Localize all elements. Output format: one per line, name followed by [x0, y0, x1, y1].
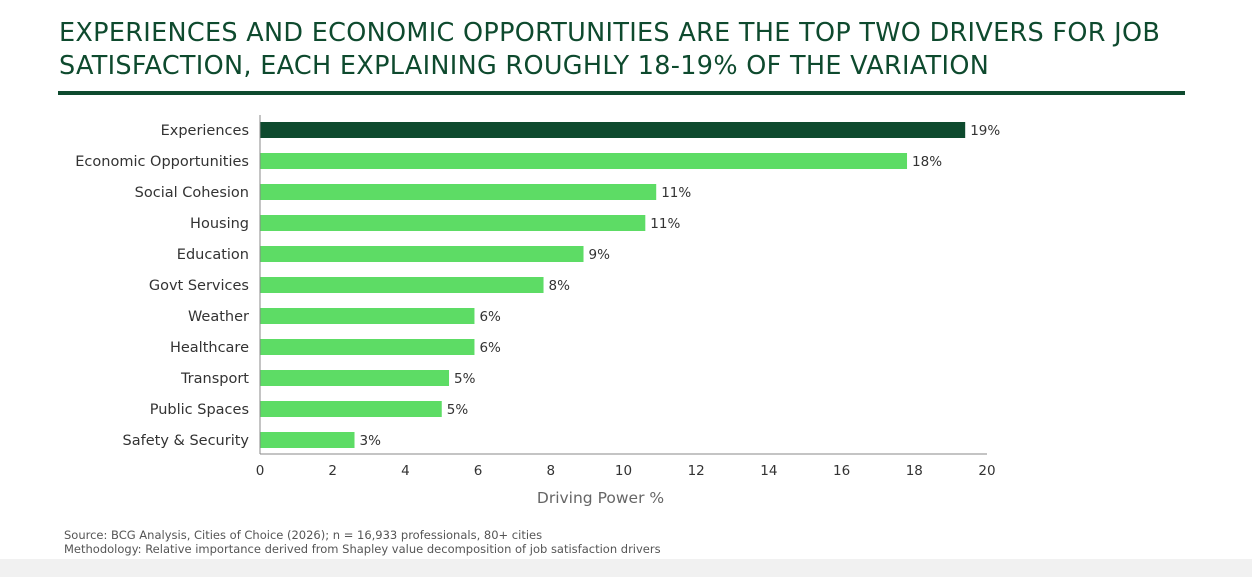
x-tick-label: 14	[760, 463, 777, 479]
bar	[260, 122, 966, 138]
x-tick-label: 6	[474, 463, 483, 479]
data-label: 11%	[650, 216, 680, 232]
data-label: 3%	[360, 433, 382, 449]
x-tick-label: 8	[547, 463, 556, 479]
bar	[260, 277, 544, 293]
bar	[260, 339, 475, 355]
category-label: Public Spaces	[150, 402, 249, 418]
bar	[260, 184, 657, 200]
x-tick-label: 12	[688, 463, 705, 479]
category-label: Transport	[180, 371, 249, 387]
source-note: Source: BCG Analysis, Cities of Choice (…	[64, 528, 543, 542]
data-label: 5%	[447, 402, 469, 418]
category-label: Safety & Security	[123, 433, 250, 449]
chart-title: EXPERIENCES AND ECONOMIC OPPORTUNITIES A…	[59, 18, 1161, 81]
category-label: Education	[177, 247, 249, 263]
category-label: Social Cohesion	[135, 185, 249, 201]
bar	[260, 308, 475, 324]
data-label: 6%	[479, 309, 501, 325]
bottom-band	[0, 559, 1252, 577]
bar	[260, 370, 450, 386]
x-tick-label: 10	[615, 463, 632, 479]
bar	[260, 246, 584, 262]
data-label: 5%	[454, 371, 476, 387]
category-label: Weather	[188, 309, 249, 325]
x-axis-title: Driving Power %	[537, 489, 664, 507]
category-label: Experiences	[161, 123, 249, 139]
category-label: Healthcare	[170, 340, 249, 356]
data-label: 8%	[549, 278, 571, 294]
category-label: Housing	[190, 216, 249, 232]
x-tick-label: 4	[401, 463, 410, 479]
title-divider	[58, 91, 1185, 95]
bar	[260, 153, 908, 169]
x-tick-label: 18	[906, 463, 923, 479]
data-label: 18%	[912, 154, 942, 170]
bar	[260, 401, 442, 417]
category-label: Economic Opportunities	[75, 154, 249, 170]
bar-chart: Experiences 19% Economic Opportunities 18% S…	[75, 115, 1000, 507]
data-label: 6%	[479, 340, 501, 356]
data-label: 11%	[661, 185, 691, 201]
bar	[260, 215, 646, 231]
x-tick-label: 20	[978, 463, 995, 479]
category-label: Govt Services	[149, 278, 249, 294]
data-label: 19%	[970, 123, 1000, 139]
bar	[260, 432, 355, 448]
x-tick-label: 0	[256, 463, 265, 479]
methodology-note: Methodology: Relative importance derived…	[64, 542, 661, 556]
x-tick-label: 16	[833, 463, 850, 479]
footer-notes: Source: BCG Analysis, Cities of Choice (…	[64, 528, 661, 556]
x-tick-label: 2	[328, 463, 337, 479]
data-label: 9%	[589, 247, 611, 263]
